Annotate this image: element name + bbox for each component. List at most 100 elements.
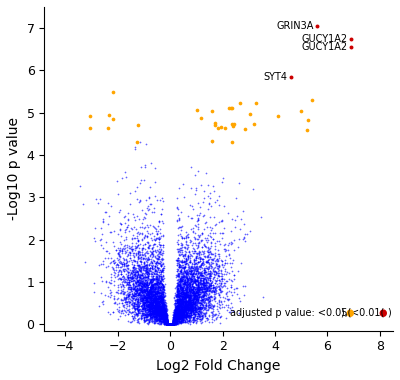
Point — [181, 308, 188, 314]
Point — [174, 288, 180, 294]
Point — [119, 288, 126, 294]
Point — [190, 267, 196, 273]
Point — [151, 305, 158, 311]
Point — [177, 299, 184, 305]
Point — [188, 310, 194, 316]
Point — [172, 319, 178, 325]
Point — [172, 310, 178, 316]
Point — [181, 312, 188, 318]
Point — [182, 297, 188, 303]
Point — [168, 321, 174, 328]
Point — [171, 318, 178, 324]
Point — [129, 259, 135, 265]
Point — [154, 282, 161, 288]
Point — [123, 299, 130, 306]
Point — [167, 321, 173, 328]
Point — [160, 310, 167, 316]
Point — [118, 269, 124, 275]
Point — [177, 320, 183, 326]
Point — [216, 264, 223, 271]
Point — [180, 301, 186, 307]
Point — [172, 319, 179, 325]
Point — [179, 234, 186, 241]
Point — [169, 321, 175, 327]
Point — [195, 287, 201, 293]
Point — [167, 321, 174, 328]
Point — [156, 310, 162, 316]
Point — [177, 296, 183, 302]
Point — [182, 287, 189, 293]
Point — [134, 317, 140, 323]
Point — [155, 295, 162, 301]
Point — [195, 298, 202, 304]
Point — [166, 321, 173, 328]
Point — [134, 303, 140, 309]
Point — [133, 287, 139, 293]
Point — [170, 320, 176, 326]
Point — [207, 253, 214, 260]
Point — [200, 291, 206, 297]
Point — [179, 307, 185, 313]
Point — [167, 321, 173, 328]
Point — [103, 248, 109, 254]
Point — [170, 321, 176, 327]
Point — [137, 275, 144, 281]
Point — [204, 264, 211, 271]
Point — [153, 283, 159, 289]
Point — [163, 316, 170, 322]
Point — [209, 294, 216, 300]
Point — [148, 271, 154, 277]
Point — [191, 277, 198, 283]
Point — [153, 314, 160, 320]
Point — [195, 281, 202, 287]
Point — [110, 272, 117, 278]
Point — [183, 312, 190, 318]
Point — [181, 312, 187, 318]
Point — [153, 313, 159, 319]
Point — [190, 297, 196, 303]
Point — [180, 194, 187, 200]
Point — [210, 303, 216, 309]
Point — [148, 281, 155, 287]
Point — [214, 272, 221, 278]
Point — [118, 300, 125, 306]
Point — [203, 282, 210, 288]
Point — [163, 320, 169, 326]
Point — [168, 321, 174, 328]
Point — [108, 274, 114, 280]
Point — [145, 269, 151, 275]
Point — [166, 321, 172, 328]
Point — [138, 308, 144, 314]
Point — [184, 302, 191, 308]
Point — [190, 240, 196, 246]
Point — [170, 321, 176, 328]
Point — [206, 272, 213, 278]
Point — [176, 303, 182, 309]
Point — [162, 319, 168, 325]
Point — [115, 192, 121, 198]
Point — [182, 301, 188, 307]
Point — [172, 304, 179, 310]
Point — [157, 304, 163, 310]
Point — [134, 307, 141, 314]
Point — [158, 306, 164, 312]
Point — [171, 317, 177, 323]
Point — [195, 306, 201, 312]
Point — [200, 310, 206, 316]
Point — [176, 282, 183, 288]
Point — [169, 321, 175, 327]
Point — [143, 312, 149, 318]
Point — [171, 314, 177, 320]
Point — [145, 264, 151, 271]
Point — [185, 307, 191, 313]
Point — [183, 299, 189, 305]
Point — [206, 280, 212, 287]
Point — [190, 271, 196, 277]
Point — [122, 174, 129, 180]
Point — [161, 317, 167, 323]
Point — [179, 316, 186, 322]
Point — [140, 305, 147, 311]
Point — [127, 299, 134, 306]
Point — [121, 261, 128, 267]
Point — [218, 267, 224, 273]
